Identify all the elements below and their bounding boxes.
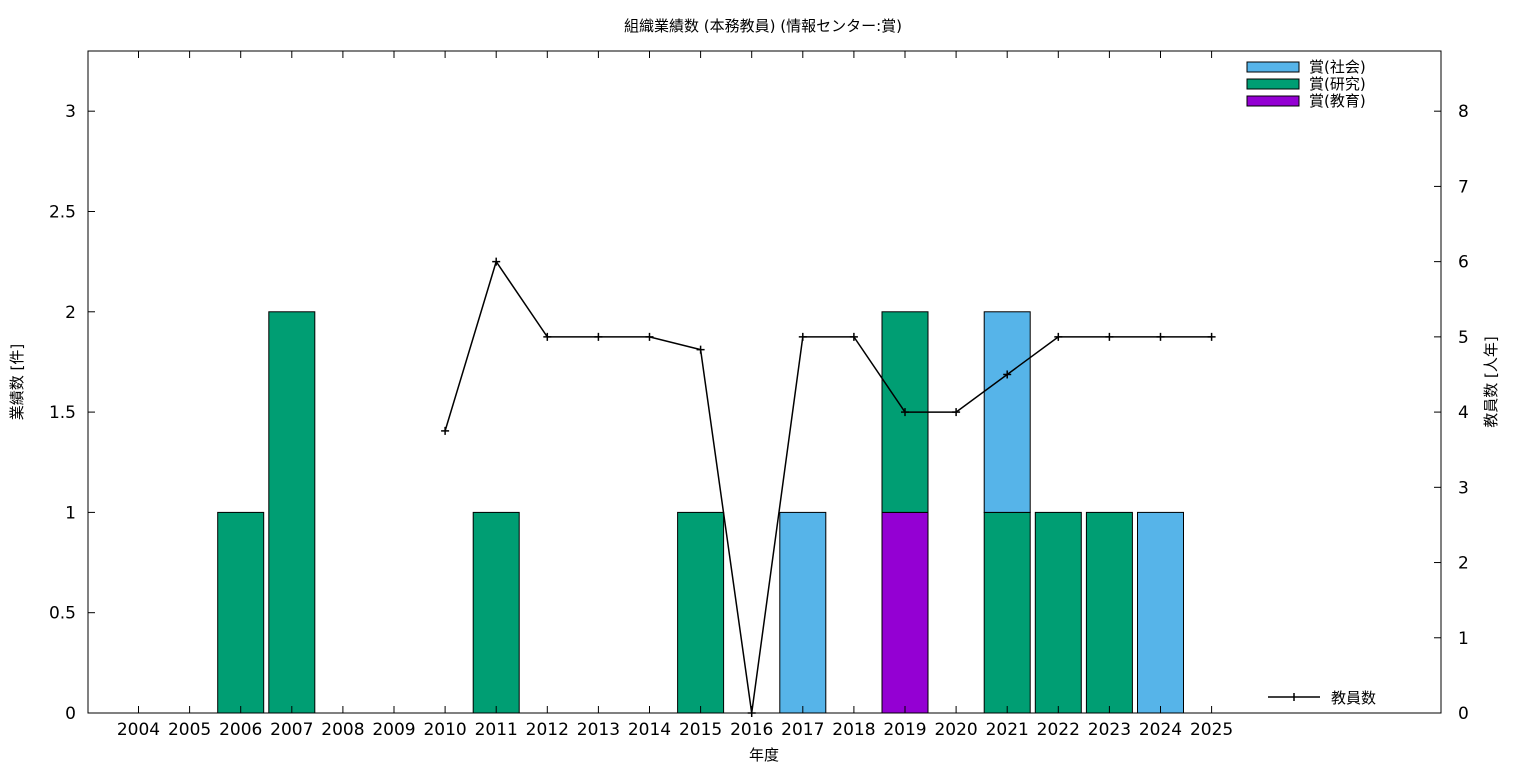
bar-segment <box>983 511 1031 714</box>
legend-item-line: 教員数 <box>1268 689 1376 707</box>
bar-segment <box>779 511 827 714</box>
y-tick-label: 0 <box>65 704 76 724</box>
y2-tick-label: 2 <box>1458 554 1469 574</box>
x-axis-title: 年度 <box>749 746 779 764</box>
legend-item: 賞(研究) <box>1246 75 1366 93</box>
ticks-layer: 2004 2005 2006 2007 2008 2009 2010 2011 2012 2013… <box>49 51 1469 740</box>
x-tick-label: 2020 <box>934 720 977 740</box>
x-tick-label: 2025 <box>1190 720 1233 740</box>
bar-segment <box>1137 511 1184 714</box>
y-tick-label: 2.5 <box>49 202 76 222</box>
legend: 賞(社会)賞(研究)賞(教育) 教員数 <box>1246 58 1376 707</box>
x-tick-label: 2024 <box>1139 720 1182 740</box>
chart-title: 組織業績数 (本務教員) (情報センター:賞) <box>624 17 902 35</box>
x-tick-label: 2012 <box>526 720 569 740</box>
x-tick-label: 2015 <box>679 720 722 740</box>
x-tick-label: 2021 <box>986 720 1029 740</box>
y2-tick-label: 1 <box>1458 629 1469 649</box>
teacher-count-point <box>849 332 858 341</box>
teacher-count-point <box>1003 370 1012 379</box>
teacher-count-line <box>444 259 1212 714</box>
teacher-count-point <box>645 332 654 341</box>
bar-segment <box>677 511 725 714</box>
x-tick-label: 2008 <box>321 720 364 740</box>
teacher-count-point <box>747 709 756 717</box>
x-tick-label: 2011 <box>475 720 518 740</box>
teacher-count-point <box>1156 332 1165 341</box>
y-tick-label: 2 <box>65 303 76 323</box>
y-tick-label: 1 <box>65 503 76 523</box>
bar-segment <box>268 311 316 714</box>
teacher-count-point <box>492 257 501 266</box>
x-tick-label: 2007 <box>270 720 313 740</box>
teacher-count-point <box>441 426 450 435</box>
x-tick-label: 2023 <box>1088 720 1131 740</box>
teacher-count-point <box>594 332 603 341</box>
teacher-count-point <box>952 408 961 417</box>
legend-label: 賞(研究) <box>1309 75 1366 93</box>
x-tick-label: 2010 <box>423 720 466 740</box>
y2-tick-label: 6 <box>1458 253 1469 273</box>
legend-item: 賞(社会) <box>1246 58 1366 76</box>
x-tick-label: 2019 <box>883 720 926 740</box>
teacher-count-point <box>1054 332 1063 341</box>
x-tick-label: 2013 <box>577 720 620 740</box>
legend-swatch <box>1246 95 1300 107</box>
teacher-count-point <box>1105 332 1114 341</box>
x-tick-label: 2016 <box>730 720 773 740</box>
line-layer <box>441 257 1216 717</box>
y-tick-label: 1.5 <box>49 403 76 423</box>
x-tick-label: 2018 <box>832 720 875 740</box>
y-tick-label: 3 <box>65 102 76 122</box>
legend-item: 賞(教育) <box>1246 92 1366 110</box>
x-tick-label: 2005 <box>168 720 211 740</box>
bar-segment <box>217 511 265 714</box>
x-tick-label: 2004 <box>117 720 160 740</box>
teacher-count-point <box>798 332 807 341</box>
y2-tick-label: 7 <box>1458 177 1469 197</box>
teacher-count-point <box>543 332 552 341</box>
x-tick-label: 2022 <box>1037 720 1080 740</box>
plot-area <box>87 50 1442 714</box>
bar-segment <box>1034 511 1082 714</box>
y2-tick-label: 5 <box>1458 328 1469 348</box>
y2-tick-label: 0 <box>1458 704 1469 724</box>
y2-tick-label: 3 <box>1458 478 1469 498</box>
legend-swatch <box>1246 78 1300 90</box>
legend-label: 賞(教育) <box>1309 92 1366 110</box>
bar-segment <box>1085 511 1133 714</box>
legend-swatch <box>1246 61 1300 73</box>
x-tick-label: 2014 <box>628 720 671 740</box>
bar-segment <box>881 511 929 714</box>
x-tick-label: 2017 <box>781 720 824 740</box>
legend-label: 賞(社会) <box>1309 58 1366 76</box>
y2-tick-label: 4 <box>1458 403 1469 423</box>
y2-axis-title: 教員数 [人年] <box>1482 336 1500 427</box>
y-axis-title: 業績数 [件] <box>8 344 26 420</box>
y-tick-label: 0.5 <box>49 604 76 624</box>
bars-layer <box>217 311 1184 714</box>
bar-segment <box>472 511 520 714</box>
legend-label: 教員数 <box>1331 689 1376 707</box>
x-tick-label: 2009 <box>372 720 415 740</box>
bar-segment <box>983 311 1031 513</box>
y2-tick-label: 8 <box>1458 102 1469 122</box>
teacher-count-point <box>1207 332 1216 341</box>
teacher-count-point <box>696 345 705 354</box>
teacher-count-point <box>901 408 909 417</box>
x-tick-label: 2006 <box>219 720 262 740</box>
